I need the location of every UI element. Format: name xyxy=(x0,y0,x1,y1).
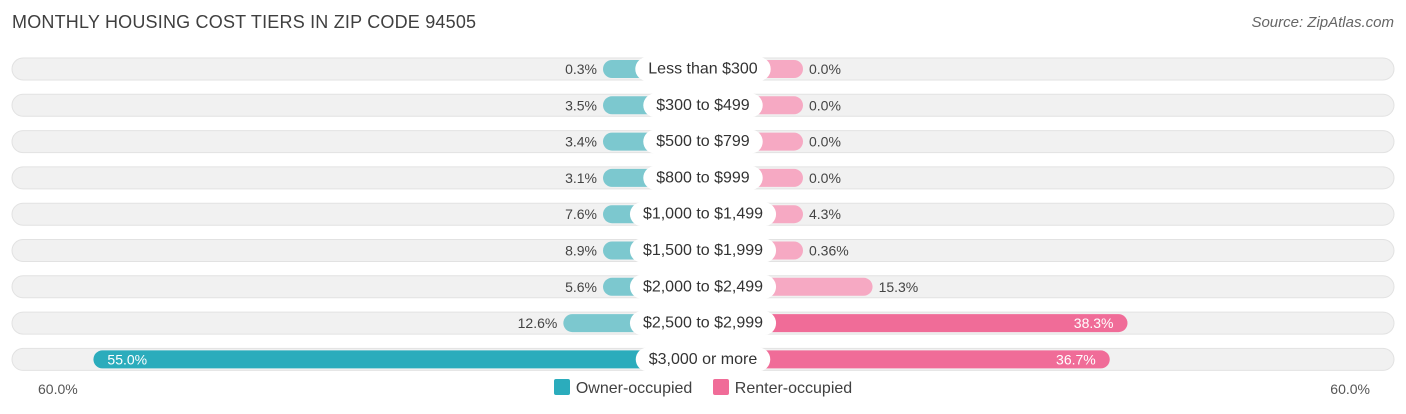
renter-value-label: 0.0% xyxy=(809,61,841,77)
renter-value-label: 0.0% xyxy=(809,134,841,150)
category-label-pill xyxy=(635,347,771,372)
renter-bar xyxy=(703,314,1128,333)
category-label-pill xyxy=(629,311,777,336)
category-label-pill xyxy=(629,238,777,263)
category-label: $3,000 or more xyxy=(649,351,758,368)
renter-value-label: 0.36% xyxy=(809,243,849,259)
owner-value-label: 8.9% xyxy=(565,243,597,259)
owner-value-label: 0.3% xyxy=(565,61,597,77)
owner-value-label: 55.0% xyxy=(107,351,147,367)
chart-title: MONTHLY HOUSING COST TIERS IN ZIP CODE 9… xyxy=(12,12,477,32)
renter-value-label: 36.7% xyxy=(1056,351,1096,367)
owner-value-label: 12.6% xyxy=(518,315,558,331)
category-label-pill xyxy=(629,274,777,299)
legend-swatch-renter xyxy=(712,379,729,395)
category-label-pill xyxy=(635,57,771,81)
owner-value-label: 3.4% xyxy=(565,134,597,150)
category-label-pill xyxy=(643,129,763,154)
category-label-pill xyxy=(643,93,763,118)
category-label-pill xyxy=(643,165,763,190)
renter-value-label: 0.0% xyxy=(809,97,841,113)
chart-legend: Owner-occupied Renter-occupied xyxy=(0,379,1406,398)
renter-value-label: 38.3% xyxy=(1074,315,1114,331)
renter-bar xyxy=(703,350,1110,369)
category-label-pill xyxy=(629,202,777,227)
legend-swatch-owner xyxy=(553,379,570,395)
category-label: $2,500 to $2,999 xyxy=(643,315,763,332)
axis-max-label: 60.0% xyxy=(1330,381,1370,397)
renter-value-label: 4.3% xyxy=(809,206,841,222)
category-label: $1,000 to $1,499 xyxy=(643,206,763,223)
legend-label-renter: Renter-occupied xyxy=(734,380,853,397)
owner-value-label: 5.6% xyxy=(565,279,597,295)
axis-min-label: 60.0% xyxy=(38,381,78,397)
category-label: $800 to $999 xyxy=(656,169,750,186)
owner-value-label: 3.5% xyxy=(565,97,597,113)
category-label: $2,000 to $2,499 xyxy=(643,278,763,295)
legend-item-owner: Owner-occupied xyxy=(553,379,693,398)
category-label: Less than $300 xyxy=(648,61,758,78)
owner-bar xyxy=(93,350,703,369)
category-label: $500 to $799 xyxy=(656,133,750,150)
owner-value-label: 3.1% xyxy=(565,170,597,186)
legend-item-renter: Renter-occupied xyxy=(712,379,853,398)
renter-value-label: 0.0% xyxy=(809,170,841,186)
owner-value-label: 7.6% xyxy=(565,206,597,222)
source-credit: Source: ZipAtlas.com xyxy=(1251,14,1394,31)
category-label: $1,500 to $1,999 xyxy=(643,242,763,259)
category-label: $300 to $499 xyxy=(656,97,750,114)
renter-value-label: 15.3% xyxy=(879,279,919,295)
legend-label-owner: Owner-occupied xyxy=(575,380,693,397)
